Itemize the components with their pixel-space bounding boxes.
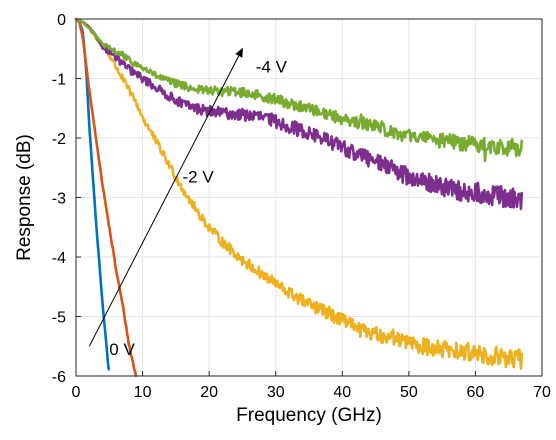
y-axis-label: Response (dB) (14, 134, 35, 261)
voltage-annotation: -4 V (256, 58, 288, 77)
y-tick-label: -3 (52, 191, 66, 208)
x-axis-label: Frequency (GHz) (236, 405, 382, 426)
y-tick-label: 0 (57, 12, 66, 29)
y-tick-label: -4 (52, 250, 66, 267)
x-tick-label: 70 (533, 384, 551, 401)
series-group (74, 17, 524, 378)
y-tick-label: -5 (52, 310, 66, 327)
y-tick-label: -1 (52, 72, 66, 89)
y-tick-label: -6 (52, 369, 66, 386)
plot-frame (75, 18, 543, 377)
series-line-3 (74, 17, 524, 370)
series-line-2 (74, 17, 138, 378)
voltage-annotation: 0 V (109, 340, 135, 359)
x-tick-label: 10 (134, 384, 152, 401)
x-tick-label: 0 (72, 384, 81, 401)
voltage-annotation: -2 V (183, 168, 215, 187)
x-tick-label: 20 (200, 384, 218, 401)
x-tick-label: 50 (400, 384, 418, 401)
annotations: -4 V -2 V 0 V (88, 47, 288, 359)
tick-labels: 0 10 20 30 40 50 60 70 0 -1 -2 -3 -4 -5 -6 (52, 12, 551, 401)
series-line-5 (74, 17, 524, 163)
bias-arrow (88, 47, 243, 347)
x-tick-label: 40 (333, 384, 351, 401)
series-line-4 (74, 17, 524, 211)
x-tick-label: 30 (267, 384, 285, 401)
x-tick-label: 60 (467, 384, 485, 401)
y-tick-label: -2 (52, 131, 66, 148)
